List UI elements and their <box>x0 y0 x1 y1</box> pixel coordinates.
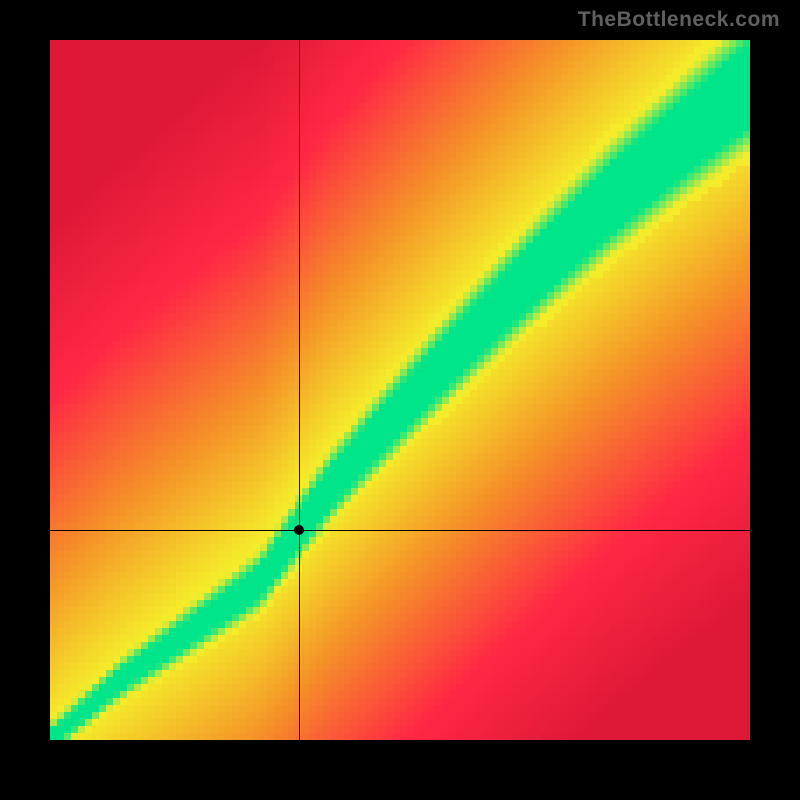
crosshair-marker <box>294 525 304 535</box>
heatmap-plot <box>50 40 750 740</box>
chart-container: TheBottleneck.com <box>0 0 800 800</box>
crosshair-horizontal <box>50 530 750 531</box>
crosshair-vertical <box>299 40 300 740</box>
heatmap-canvas <box>50 40 750 740</box>
watermark-text: TheBottleneck.com <box>578 8 780 32</box>
